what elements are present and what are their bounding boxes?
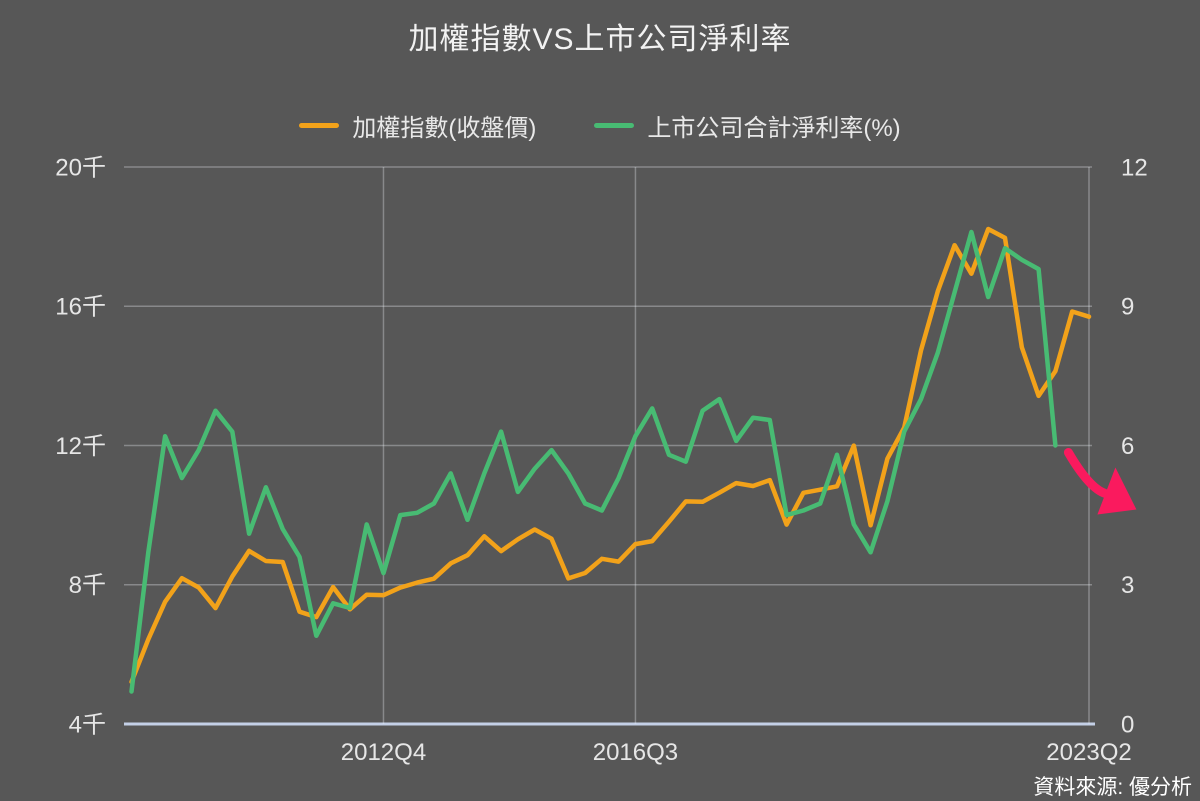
y-left-tick-label: 4千	[69, 711, 106, 738]
chart-title: 加權指數VS上市公司淨利率	[408, 23, 792, 56]
x-tick-label: 2016Q3	[593, 739, 678, 766]
taiex-line-swatch	[299, 123, 340, 128]
y-right-tick-label: 3	[1121, 572, 1134, 599]
legend-item-net-margin[interactable]: 上市公司合計淨利率(%)	[594, 108, 901, 143]
legend-label-net-margin: 上市公司合計淨利率(%)	[647, 115, 901, 142]
legend-label-taiex: 加權指數(收盤價)	[352, 115, 537, 142]
net-margin-line-swatch	[594, 123, 635, 128]
data-source: 資料來源: 優分析	[1033, 776, 1192, 799]
trend-arrow-shaft	[1063, 448, 1110, 498]
y-left-tick-label: 12千	[55, 433, 106, 460]
y-right-tick-label: 12	[1121, 154, 1148, 181]
trend-arrow-head	[1097, 467, 1137, 515]
taiex-series-line	[129, 226, 1092, 685]
y-left-tick-label: 20千	[55, 154, 106, 181]
x-tick-label: 2012Q4	[341, 739, 426, 766]
y-right-tick-label: 6	[1121, 433, 1134, 460]
net-margin-series-line	[129, 229, 1058, 694]
y-right-tick-label: 9	[1121, 294, 1134, 321]
y-left-tick-label: 8千	[69, 572, 106, 599]
legend-item-taiex[interactable]: 加權指數(收盤價)	[299, 108, 536, 143]
x-tick-label: 2023Q2	[1046, 739, 1131, 766]
y-left-tick-label: 16千	[55, 294, 106, 321]
y-right-tick-label: 0	[1121, 711, 1134, 738]
legend: 加權指數(收盤價) 上市公司合計淨利率(%)	[0, 108, 1200, 143]
